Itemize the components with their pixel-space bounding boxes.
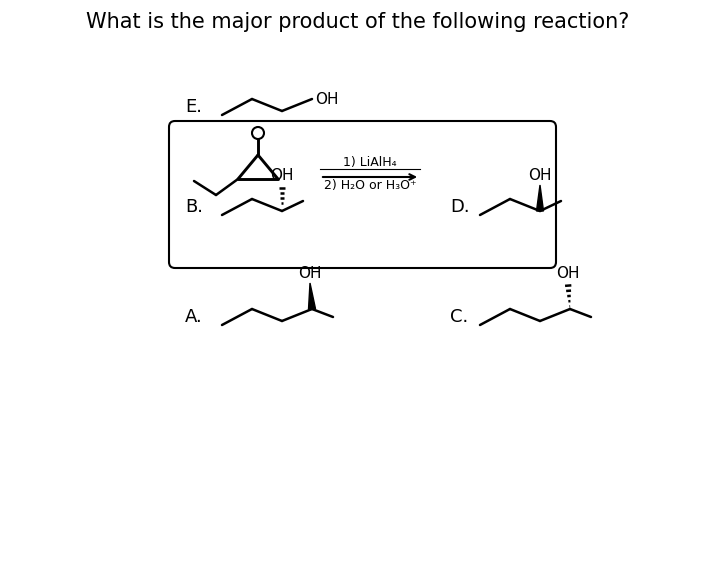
Polygon shape [536,185,543,211]
FancyBboxPatch shape [169,121,556,268]
Text: D.: D. [450,198,470,216]
Polygon shape [308,283,315,309]
Text: OH: OH [315,91,338,107]
Text: E.: E. [185,98,202,116]
Text: OH: OH [270,168,294,183]
Text: 1) LiAlH₄: 1) LiAlH₄ [343,156,397,169]
Text: What is the major product of the following reaction?: What is the major product of the followi… [86,12,630,32]
Text: OH: OH [556,266,580,281]
Text: 2) H₂O or H₃O⁺: 2) H₂O or H₃O⁺ [323,179,417,192]
Text: B.: B. [185,198,203,216]
Text: C.: C. [450,308,468,326]
Text: OH: OH [298,266,322,281]
Text: A.: A. [185,308,203,326]
Circle shape [252,127,264,139]
Text: OH: OH [528,168,552,183]
